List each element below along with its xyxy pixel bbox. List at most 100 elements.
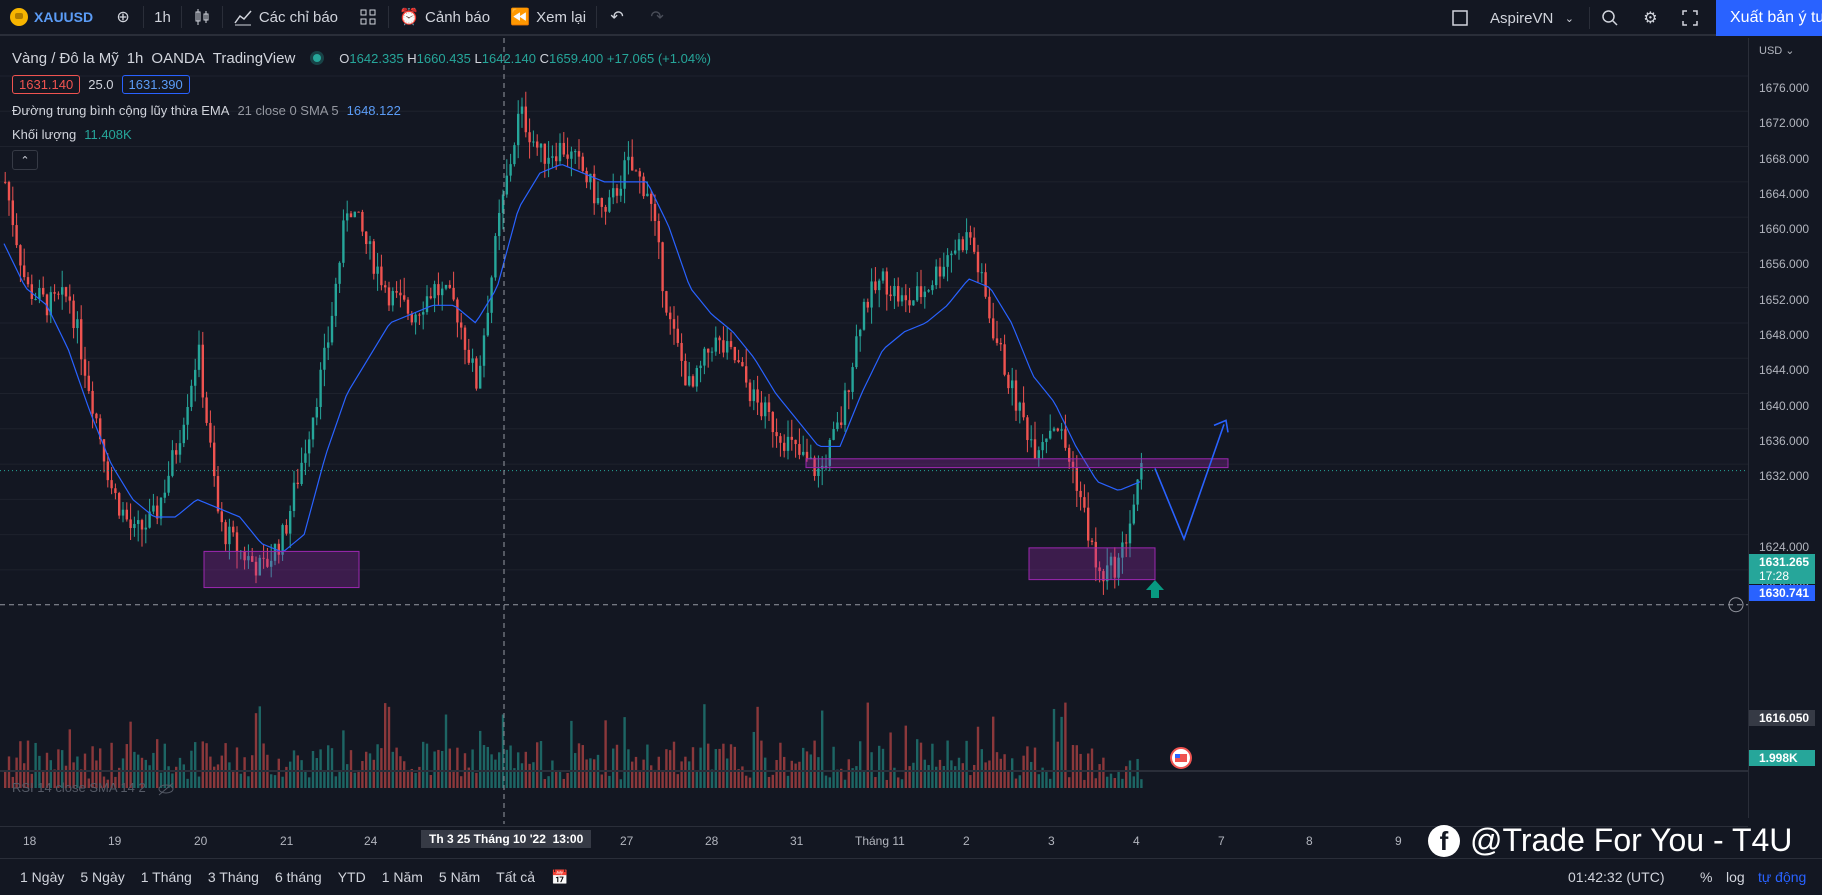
candle-body	[159, 497, 163, 519]
candle-body	[1011, 380, 1014, 389]
volume-bar	[942, 765, 945, 788]
settings-button[interactable]: ⚙	[1630, 0, 1670, 36]
time-tick: 2	[963, 834, 970, 848]
candle-body	[163, 492, 166, 498]
goto-date-button[interactable]: 📅	[543, 869, 576, 886]
auto-scale-toggle[interactable]: tự động	[1758, 869, 1807, 885]
candle-body	[813, 457, 816, 476]
user-menu[interactable]: AspireVN ⌄	[1480, 0, 1589, 36]
volume-bar	[1125, 766, 1128, 788]
candle-body	[870, 281, 873, 308]
volume-bar	[1026, 746, 1029, 788]
candle-body	[585, 170, 588, 183]
volume-bar	[216, 764, 220, 788]
layout-button[interactable]	[1440, 0, 1480, 36]
range-3m[interactable]: 3 Tháng	[207, 869, 259, 885]
candle-body	[23, 265, 26, 278]
volume-bar	[927, 765, 930, 788]
indicators-button[interactable]: Các chỉ báo	[223, 0, 348, 35]
range-all[interactable]: Tất cả	[496, 869, 536, 885]
volume-bar	[1102, 757, 1105, 788]
range-ytd[interactable]: YTD	[337, 869, 366, 885]
range-1d[interactable]: 1 Ngày	[20, 869, 65, 885]
candle-body	[118, 493, 121, 516]
candle-body	[315, 406, 318, 418]
volume-bar	[308, 777, 311, 788]
templates-button[interactable]	[348, 0, 388, 35]
close-label: C	[539, 50, 550, 66]
symbol-search[interactable]: XAUUSD	[0, 0, 103, 35]
volume-bar	[650, 765, 653, 788]
volume-legend[interactable]: Khối lượng 11.408K	[12, 122, 711, 146]
price-chart[interactable]	[0, 38, 1748, 824]
log-toggle[interactable]: log	[1726, 869, 1745, 885]
chart-pane[interactable]	[0, 38, 1822, 855]
buy-button[interactable]: 1631.390	[121, 74, 190, 94]
volume-bar	[433, 751, 436, 788]
candle-body	[384, 285, 387, 288]
candle-body	[935, 266, 938, 286]
candle-body	[304, 453, 307, 463]
volume-bar	[631, 761, 634, 788]
alerts-button[interactable]: ⏰ Cảnh báo	[389, 0, 500, 35]
publish-idea-button[interactable]: Xuất bản ý tư	[1716, 0, 1822, 36]
range-5y[interactable]: 5 Năm	[438, 869, 481, 885]
volume-bar	[916, 739, 919, 788]
volume-bar	[612, 748, 615, 788]
range-1m[interactable]: 1 Tháng	[140, 869, 192, 885]
range-5d[interactable]: 5 Ngày	[80, 869, 125, 885]
watermark-text: @Trade For You - T4U	[1470, 822, 1793, 858]
candle-body	[726, 341, 729, 353]
compare-button[interactable]: ⊕	[103, 0, 143, 35]
range-1y[interactable]: 1 Năm	[381, 869, 423, 885]
price-scale[interactable]: USD ⌄ 1676.000 1672.000 1668.000 1664.000 16…	[1748, 38, 1822, 818]
collapse-legend-button[interactable]: ⌃	[12, 150, 38, 170]
market-status-icon	[313, 54, 322, 62]
candle-body	[273, 543, 277, 561]
volume-bar	[691, 747, 695, 788]
ema-legend[interactable]: Đường trung bình cộng lũy thừa EMA 21 cl…	[12, 98, 711, 122]
range-6m[interactable]: 6 tháng	[274, 869, 322, 885]
volume-bar	[741, 766, 744, 788]
candle-body	[64, 287, 68, 297]
flag-canton	[1175, 754, 1180, 758]
volume-bar	[429, 775, 432, 788]
replay-button[interactable]: ⏪ Xem lại	[500, 0, 596, 35]
time-axis[interactable]: 18 19 20 21 24 Th 3 25 Tháng 10 '22 13:0…	[0, 826, 1748, 854]
legend-title: Vàng / Đô la Mỹ	[12, 49, 119, 67]
rsi-legend[interactable]: RSI 14 close SMA 14 2	[12, 780, 146, 795]
price-tick: 1636.000	[1759, 433, 1810, 448]
undo-icon: ↶	[610, 9, 624, 26]
low-value: 1642.140	[481, 50, 536, 66]
interval-button[interactable]: 1h	[144, 0, 181, 35]
candle-body	[422, 312, 425, 315]
candle-body	[566, 154, 569, 159]
candle-body	[832, 429, 835, 440]
candle-body	[988, 296, 991, 319]
candle-body	[995, 338, 999, 343]
time-tick: 8	[1306, 834, 1313, 848]
fullscreen-button[interactable]	[1670, 0, 1710, 36]
volume-bar	[836, 769, 839, 788]
candle-body	[1041, 442, 1044, 451]
candle-body	[878, 280, 881, 291]
candle-body	[361, 211, 364, 232]
candle-body	[543, 143, 546, 164]
currency-selector[interactable]: USD ⌄	[1759, 45, 1795, 57]
chart-type-button[interactable]	[182, 0, 222, 35]
clock[interactable]: 01:42:32 (UTC)	[1568, 869, 1665, 885]
candle-body	[904, 295, 907, 301]
volume-bar	[365, 751, 368, 788]
percent-toggle[interactable]: %	[1700, 869, 1713, 885]
volume-bar	[866, 702, 869, 788]
sell-button[interactable]: 1631.140	[12, 74, 81, 94]
volume-bar	[1052, 708, 1056, 788]
search-button[interactable]	[1590, 0, 1630, 36]
volume-bar	[935, 766, 938, 788]
volume-bar	[878, 745, 881, 788]
undo-button[interactable]: ↶	[597, 0, 637, 35]
gold-coin-icon	[10, 8, 28, 26]
candle-body	[528, 132, 531, 143]
redo-button[interactable]: ↷	[637, 0, 677, 35]
candle-body	[509, 164, 512, 176]
